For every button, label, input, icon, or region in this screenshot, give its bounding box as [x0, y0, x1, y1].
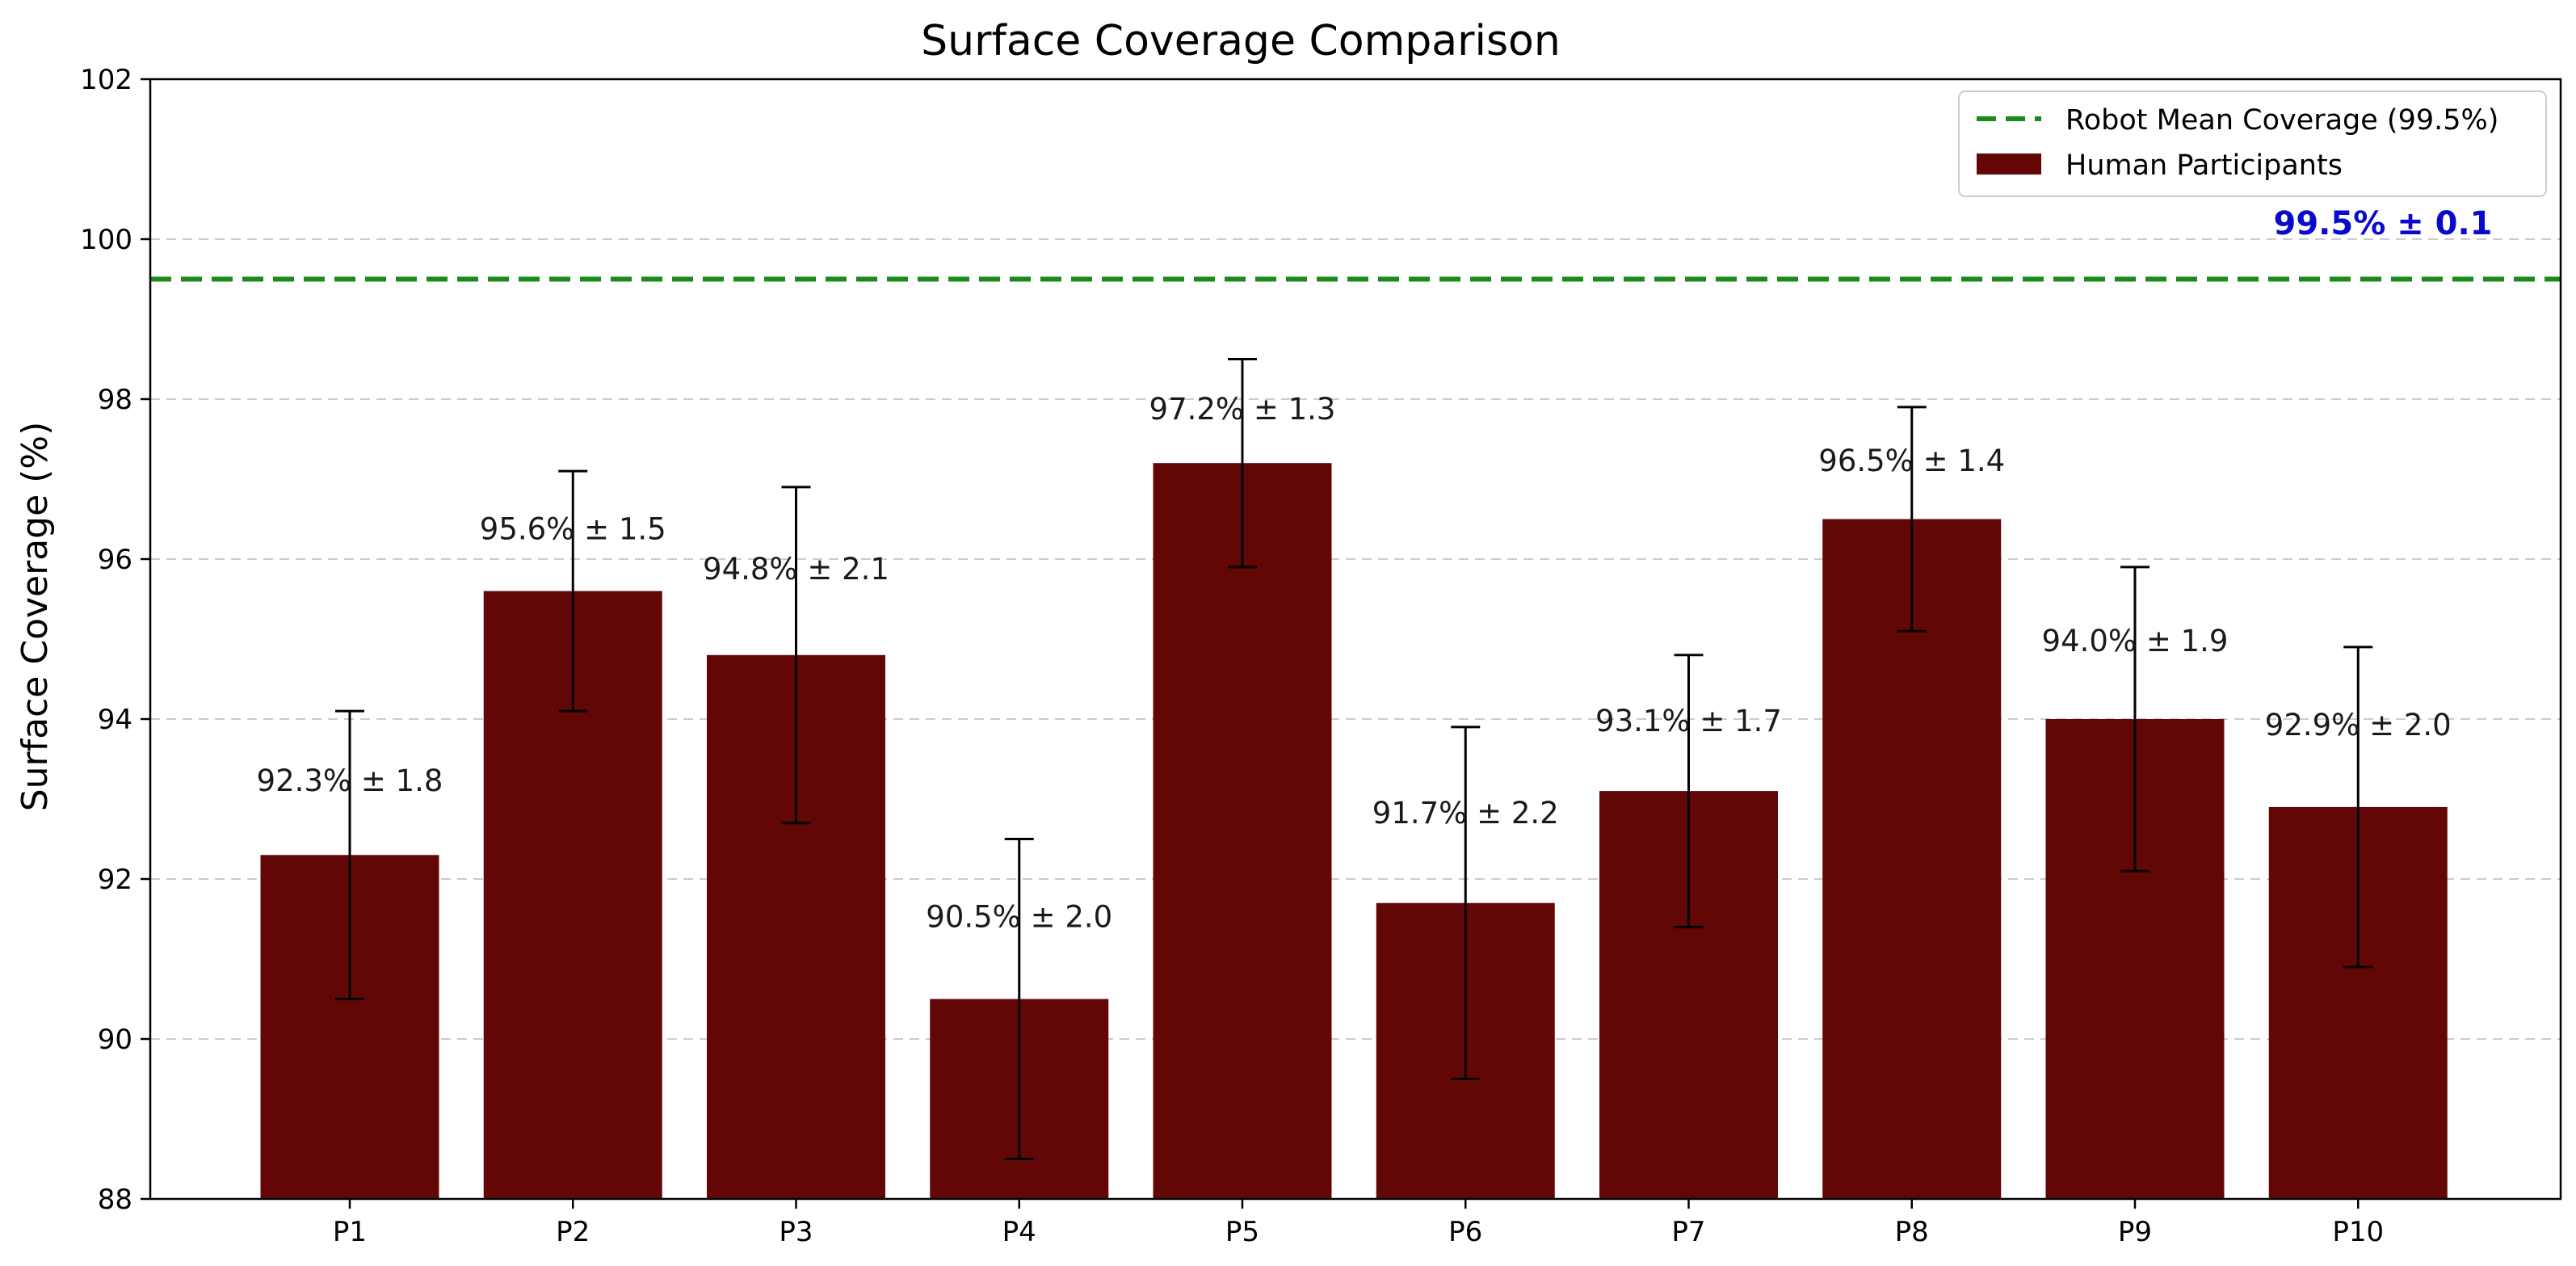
y-tick-label: 92: [98, 864, 132, 896]
legend-box: [1958, 90, 2547, 197]
y-tick-label: 88: [98, 1184, 132, 1216]
x-tick-label: P7: [1671, 1216, 1705, 1248]
legend-label-human: Human Participants: [2065, 149, 2343, 182]
y-tick-label: 90: [98, 1024, 132, 1056]
x-tick-label: P9: [2118, 1216, 2152, 1248]
bar-value-label: 95.6% ± 1.5: [480, 511, 666, 546]
y-axis: 88 90 92 94 96 98 100 102: [80, 64, 150, 1216]
error-bars: [335, 358, 2373, 1160]
x-tick-label: P8: [1895, 1216, 1929, 1248]
bar-value-label: 96.5% ± 1.4: [1818, 444, 2005, 478]
x-tick-label: P10: [2332, 1216, 2384, 1248]
x-axis: P1 P2 P3 P4 P5 P6 P7 P8 P9 P10: [333, 1199, 2384, 1248]
bar-p5: [1153, 463, 1332, 1199]
y-axis-label: Surface Coverage (%): [15, 422, 56, 812]
x-tick-label: P2: [556, 1216, 590, 1248]
bar-value-label: 94.0% ± 1.9: [2042, 624, 2229, 658]
legend-label-robot: Robot Mean Coverage (99.5%): [2065, 104, 2498, 137]
y-tick-label: 102: [80, 64, 132, 96]
bar-value-label: 94.8% ± 2.1: [703, 552, 889, 587]
legend-bar-swatch: [1977, 154, 2041, 175]
y-tick-label: 100: [80, 224, 132, 256]
x-tick-label: P1: [333, 1216, 367, 1248]
x-tick-label: P4: [1002, 1216, 1036, 1248]
y-tick-label: 96: [98, 544, 132, 576]
bar-value-label: 97.2% ± 1.3: [1149, 392, 1336, 427]
bar-value-label: 91.7% ± 2.2: [1372, 796, 1559, 831]
x-tick-label: P3: [779, 1216, 813, 1248]
chart-title: Surface Coverage Comparison: [921, 17, 1561, 65]
plot-frame: [149, 78, 2562, 1201]
bar-value-label: 92.3% ± 1.8: [257, 763, 443, 798]
legend: Robot Mean Coverage (99.5%) Human Partic…: [1958, 90, 2547, 197]
bar-value-label: 90.5% ± 2.0: [926, 900, 1112, 935]
bar-value-label: 92.9% ± 2.0: [2265, 708, 2452, 742]
bar-value-label: 93.1% ± 1.7: [1595, 704, 1782, 738]
x-tick-label: P6: [1448, 1216, 1482, 1248]
y-tick-label: 94: [98, 704, 132, 736]
reference-annotation: 99.5% ± 0.1: [2274, 205, 2493, 242]
x-tick-label: P5: [1225, 1216, 1259, 1248]
bar-labels: 92.3% ± 1.8 95.6% ± 1.5 94.8% ± 2.1 90.5% ±…: [257, 392, 2452, 935]
bar-p8: [1822, 519, 2002, 1199]
y-tick-label: 98: [98, 384, 132, 416]
